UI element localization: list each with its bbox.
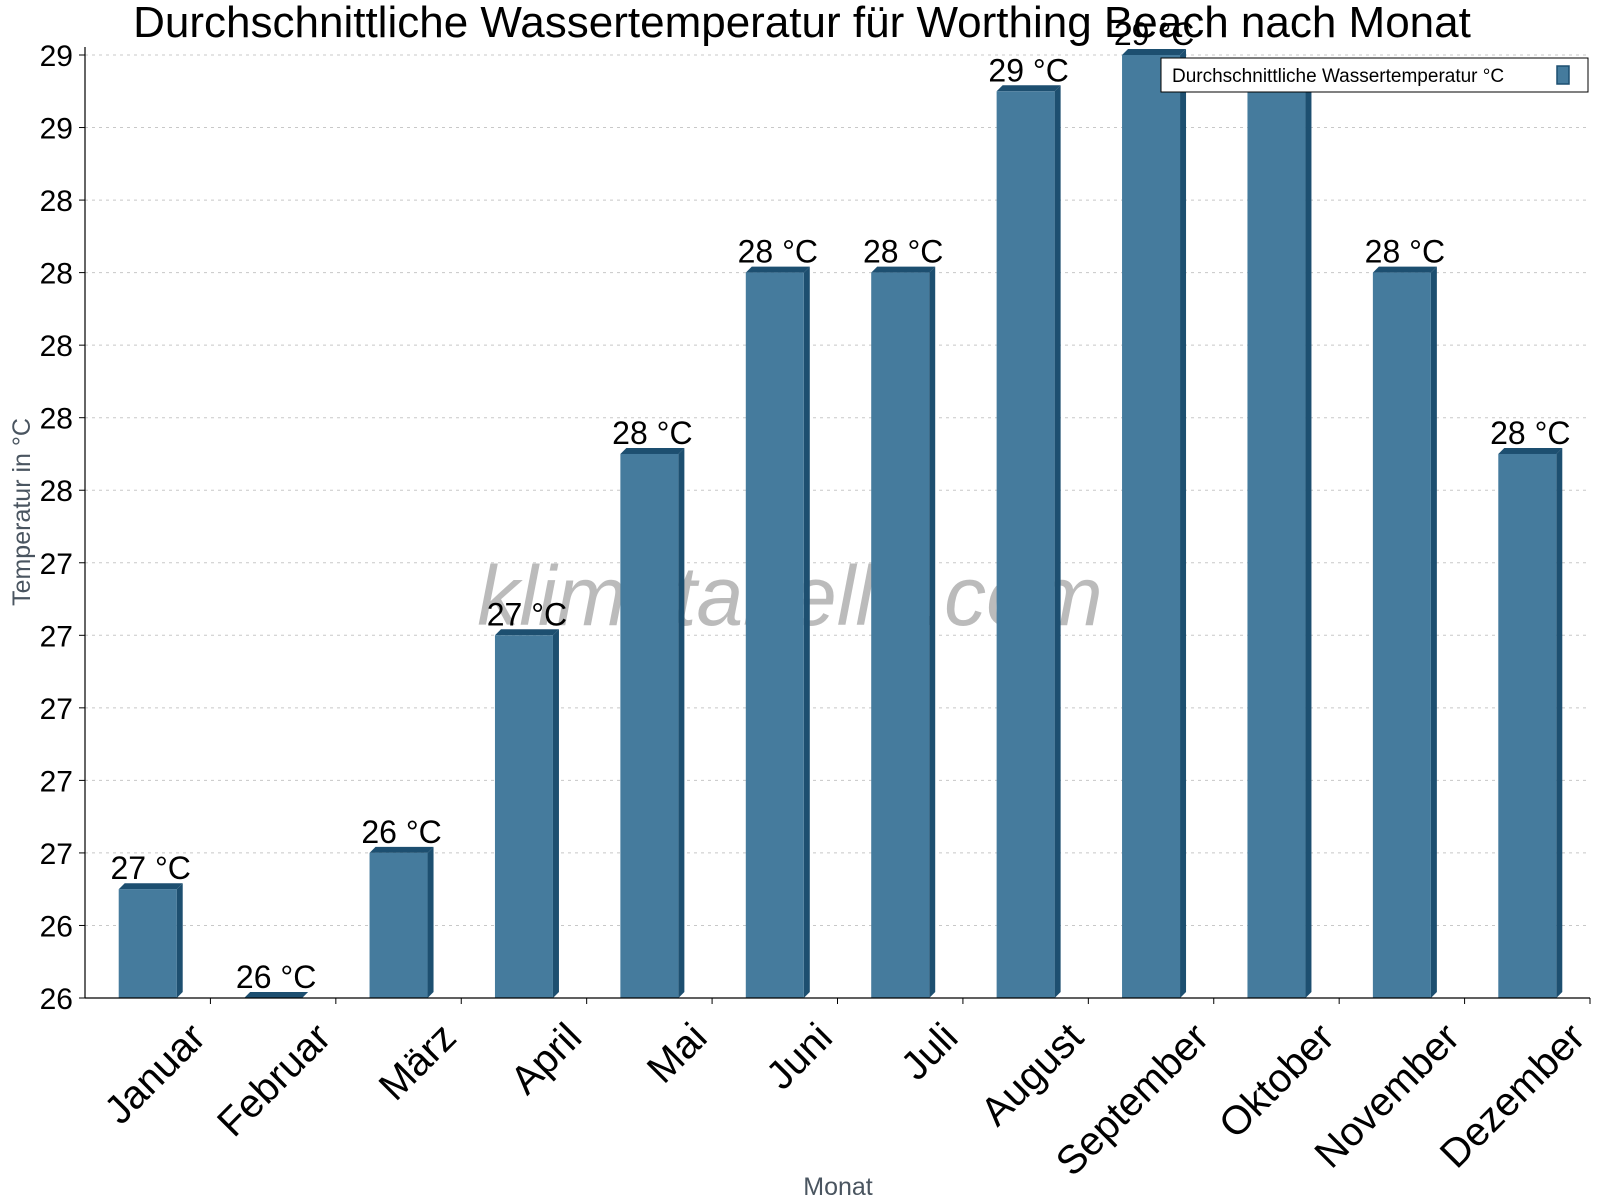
bar — [1122, 55, 1181, 998]
bar-side — [176, 883, 183, 998]
y-tick-label: 27 — [40, 548, 73, 581]
y-tick-label: 28 — [40, 330, 73, 363]
bar-top — [1498, 447, 1563, 454]
bar-side — [929, 266, 936, 999]
y-tick-label: 29 — [40, 113, 73, 146]
bar-top — [1372, 266, 1437, 273]
bars — [118, 49, 1563, 999]
bar-top — [1122, 49, 1187, 55]
data-label: 26 °C — [236, 959, 316, 995]
x-tick-label: Juni — [758, 1015, 841, 1098]
x-tick-label: Januar — [96, 1015, 214, 1133]
x-tick-label: April — [502, 1015, 590, 1103]
y-tick-label: 26 — [40, 910, 73, 943]
bar — [369, 852, 428, 998]
bar-top — [494, 629, 559, 636]
bar-side — [1054, 85, 1061, 999]
data-label: 28 °C — [612, 415, 692, 451]
bar — [1247, 91, 1306, 999]
bar — [620, 453, 679, 998]
bar-top — [244, 992, 309, 998]
x-tick-label: Mai — [639, 1015, 716, 1092]
bar — [494, 635, 553, 998]
y-tick-label: 29 — [40, 40, 73, 73]
y-tick-label: 28 — [40, 403, 73, 436]
data-labels: 27 °C 26 °C 26 °C 27 °C 28 °C 28 °C 28 °C 29 °C… — [111, 16, 1571, 995]
bar-top — [745, 266, 810, 273]
bar-top — [118, 883, 183, 890]
y-tick-label: 27 — [40, 693, 73, 726]
bar-top — [369, 846, 434, 853]
bar — [745, 272, 804, 999]
legend-label: Durchschnittliche Wassertemperatur °C — [1172, 66, 1504, 87]
y-tick-labels: 26 26 27 27 27 27 27 28 28 28 28 28 29 29 — [40, 40, 73, 1016]
x-tick-label: August — [973, 1015, 1092, 1134]
data-label: 26 °C — [361, 814, 441, 850]
y-tick-label: 27 — [40, 838, 73, 871]
x-tick-label: Februar — [209, 1015, 339, 1145]
chart-title: Durchschnittliche Wassertemperatur für W… — [133, 0, 1471, 47]
y-tick-label: 28 — [40, 185, 73, 218]
axes — [84, 47, 1590, 999]
y-tick-label: 27 — [40, 765, 73, 798]
x-axis-label: Monat — [803, 1173, 873, 1200]
y-tick-label: 27 — [40, 620, 73, 653]
x-tick-label: Oktober — [1211, 1015, 1343, 1147]
bar-side — [803, 266, 810, 999]
data-label: 28 °C — [1490, 415, 1570, 451]
legend: Durchschnittliche Wassertemperatur °C — [1160, 57, 1589, 93]
bar-side — [1305, 85, 1312, 999]
data-label: 28 °C — [1365, 234, 1445, 270]
bar-top — [996, 85, 1061, 92]
legend-swatch — [1556, 65, 1570, 85]
y-tick-label: 28 — [40, 475, 73, 508]
bar-side — [427, 846, 434, 998]
bar-side — [1430, 266, 1437, 999]
y-axis-label: Temperatur in °C — [8, 418, 36, 606]
data-label: 29 °C — [1114, 16, 1194, 52]
bar-top — [871, 266, 936, 273]
bar-top — [620, 447, 685, 454]
bar-side — [1556, 447, 1563, 998]
x-tick-label: Juli — [893, 1015, 967, 1089]
data-label: 27 °C — [111, 850, 191, 886]
data-label: 29 °C — [988, 52, 1068, 88]
bar — [996, 91, 1055, 999]
bar-side — [552, 629, 559, 998]
bar-side — [678, 447, 685, 998]
y-tick-label: 26 — [40, 983, 73, 1016]
gridlines — [79, 54, 1590, 999]
data-label: 28 °C — [738, 234, 818, 270]
bar — [1498, 453, 1557, 998]
data-label: 27 °C — [487, 596, 567, 632]
x-tick-label: März — [371, 1015, 465, 1109]
bar — [1372, 272, 1431, 999]
y-tick-label: 28 — [40, 258, 73, 291]
legend-box — [1160, 57, 1589, 93]
data-label: 28 °C — [863, 234, 943, 270]
bar — [871, 272, 930, 999]
bar — [118, 889, 177, 998]
bar-side — [1180, 49, 1187, 998]
